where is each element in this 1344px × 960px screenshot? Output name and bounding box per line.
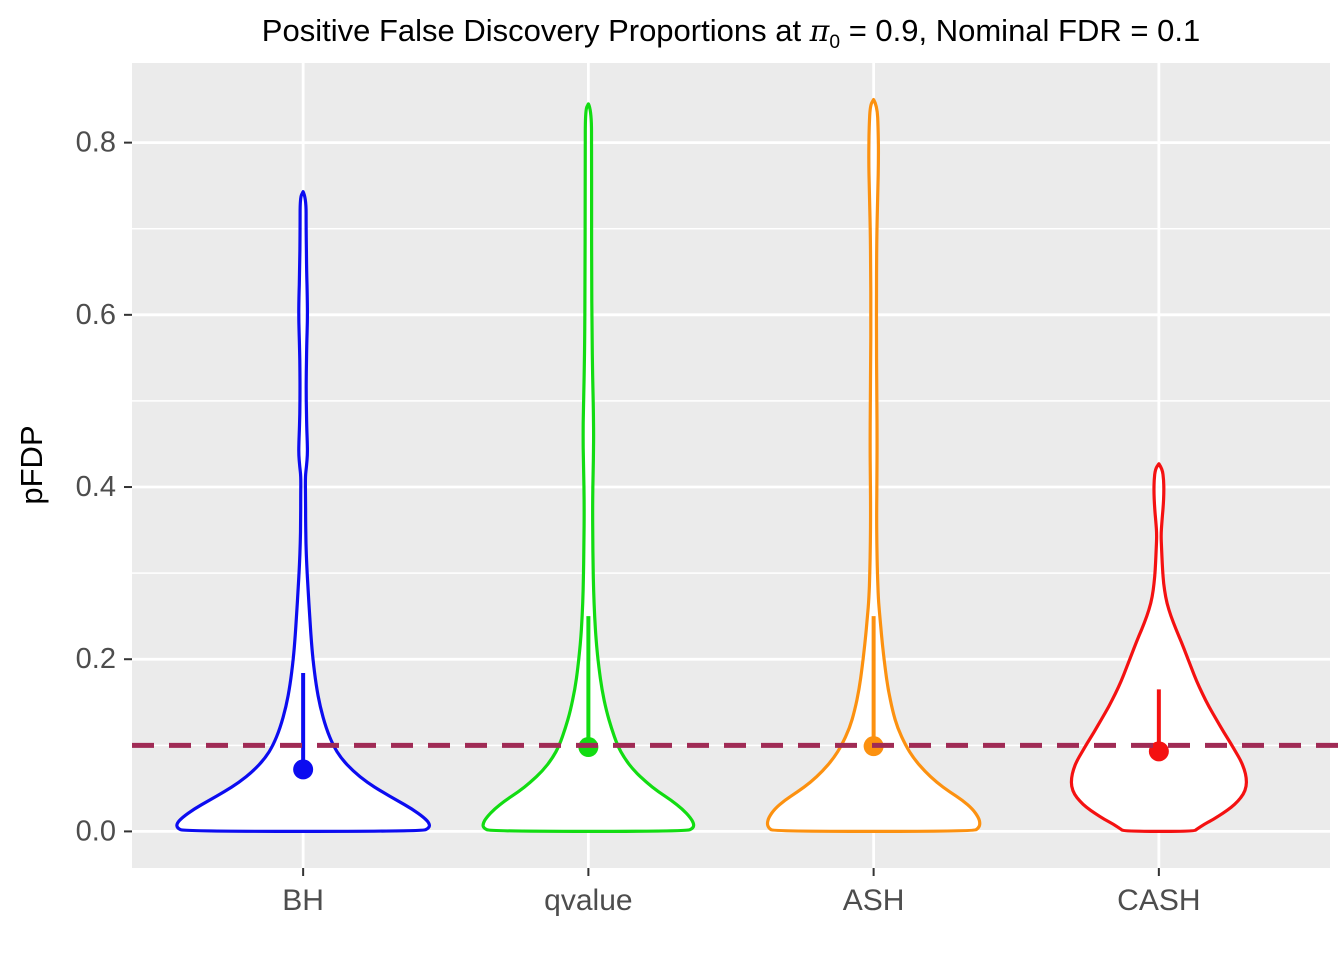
pi-subscript: 0 xyxy=(829,32,841,54)
y-tick-label: 0.6 xyxy=(76,299,116,331)
median-point-BH xyxy=(293,759,314,780)
y-tick-label: 0.0 xyxy=(76,815,116,847)
violin-ASH xyxy=(765,98,982,833)
median-point-CASH xyxy=(1148,741,1169,762)
plot-title: Positive False Discovery Proportions at … xyxy=(132,8,1330,54)
x-category-label: qvalue xyxy=(544,884,632,917)
y-tick-label: 0.4 xyxy=(76,471,116,503)
x-category-label: CASH xyxy=(1117,884,1200,917)
violin-CASH xyxy=(1069,462,1248,833)
violin-BH xyxy=(175,190,432,833)
y-tick-label: 0.8 xyxy=(76,127,116,159)
x-category-label: BH xyxy=(282,884,324,917)
y-tick-label: 0.2 xyxy=(76,643,116,675)
title-text-pre: Positive False Discovery Proportions at xyxy=(261,13,810,48)
x-category-label: ASH xyxy=(843,884,905,917)
pi-symbol: π xyxy=(809,14,830,49)
title-text-post: = 0.9, Nominal FDR = 0.1 xyxy=(840,13,1201,48)
violin-qvalue xyxy=(481,102,696,833)
y-axis-title: pFDP xyxy=(14,425,49,505)
